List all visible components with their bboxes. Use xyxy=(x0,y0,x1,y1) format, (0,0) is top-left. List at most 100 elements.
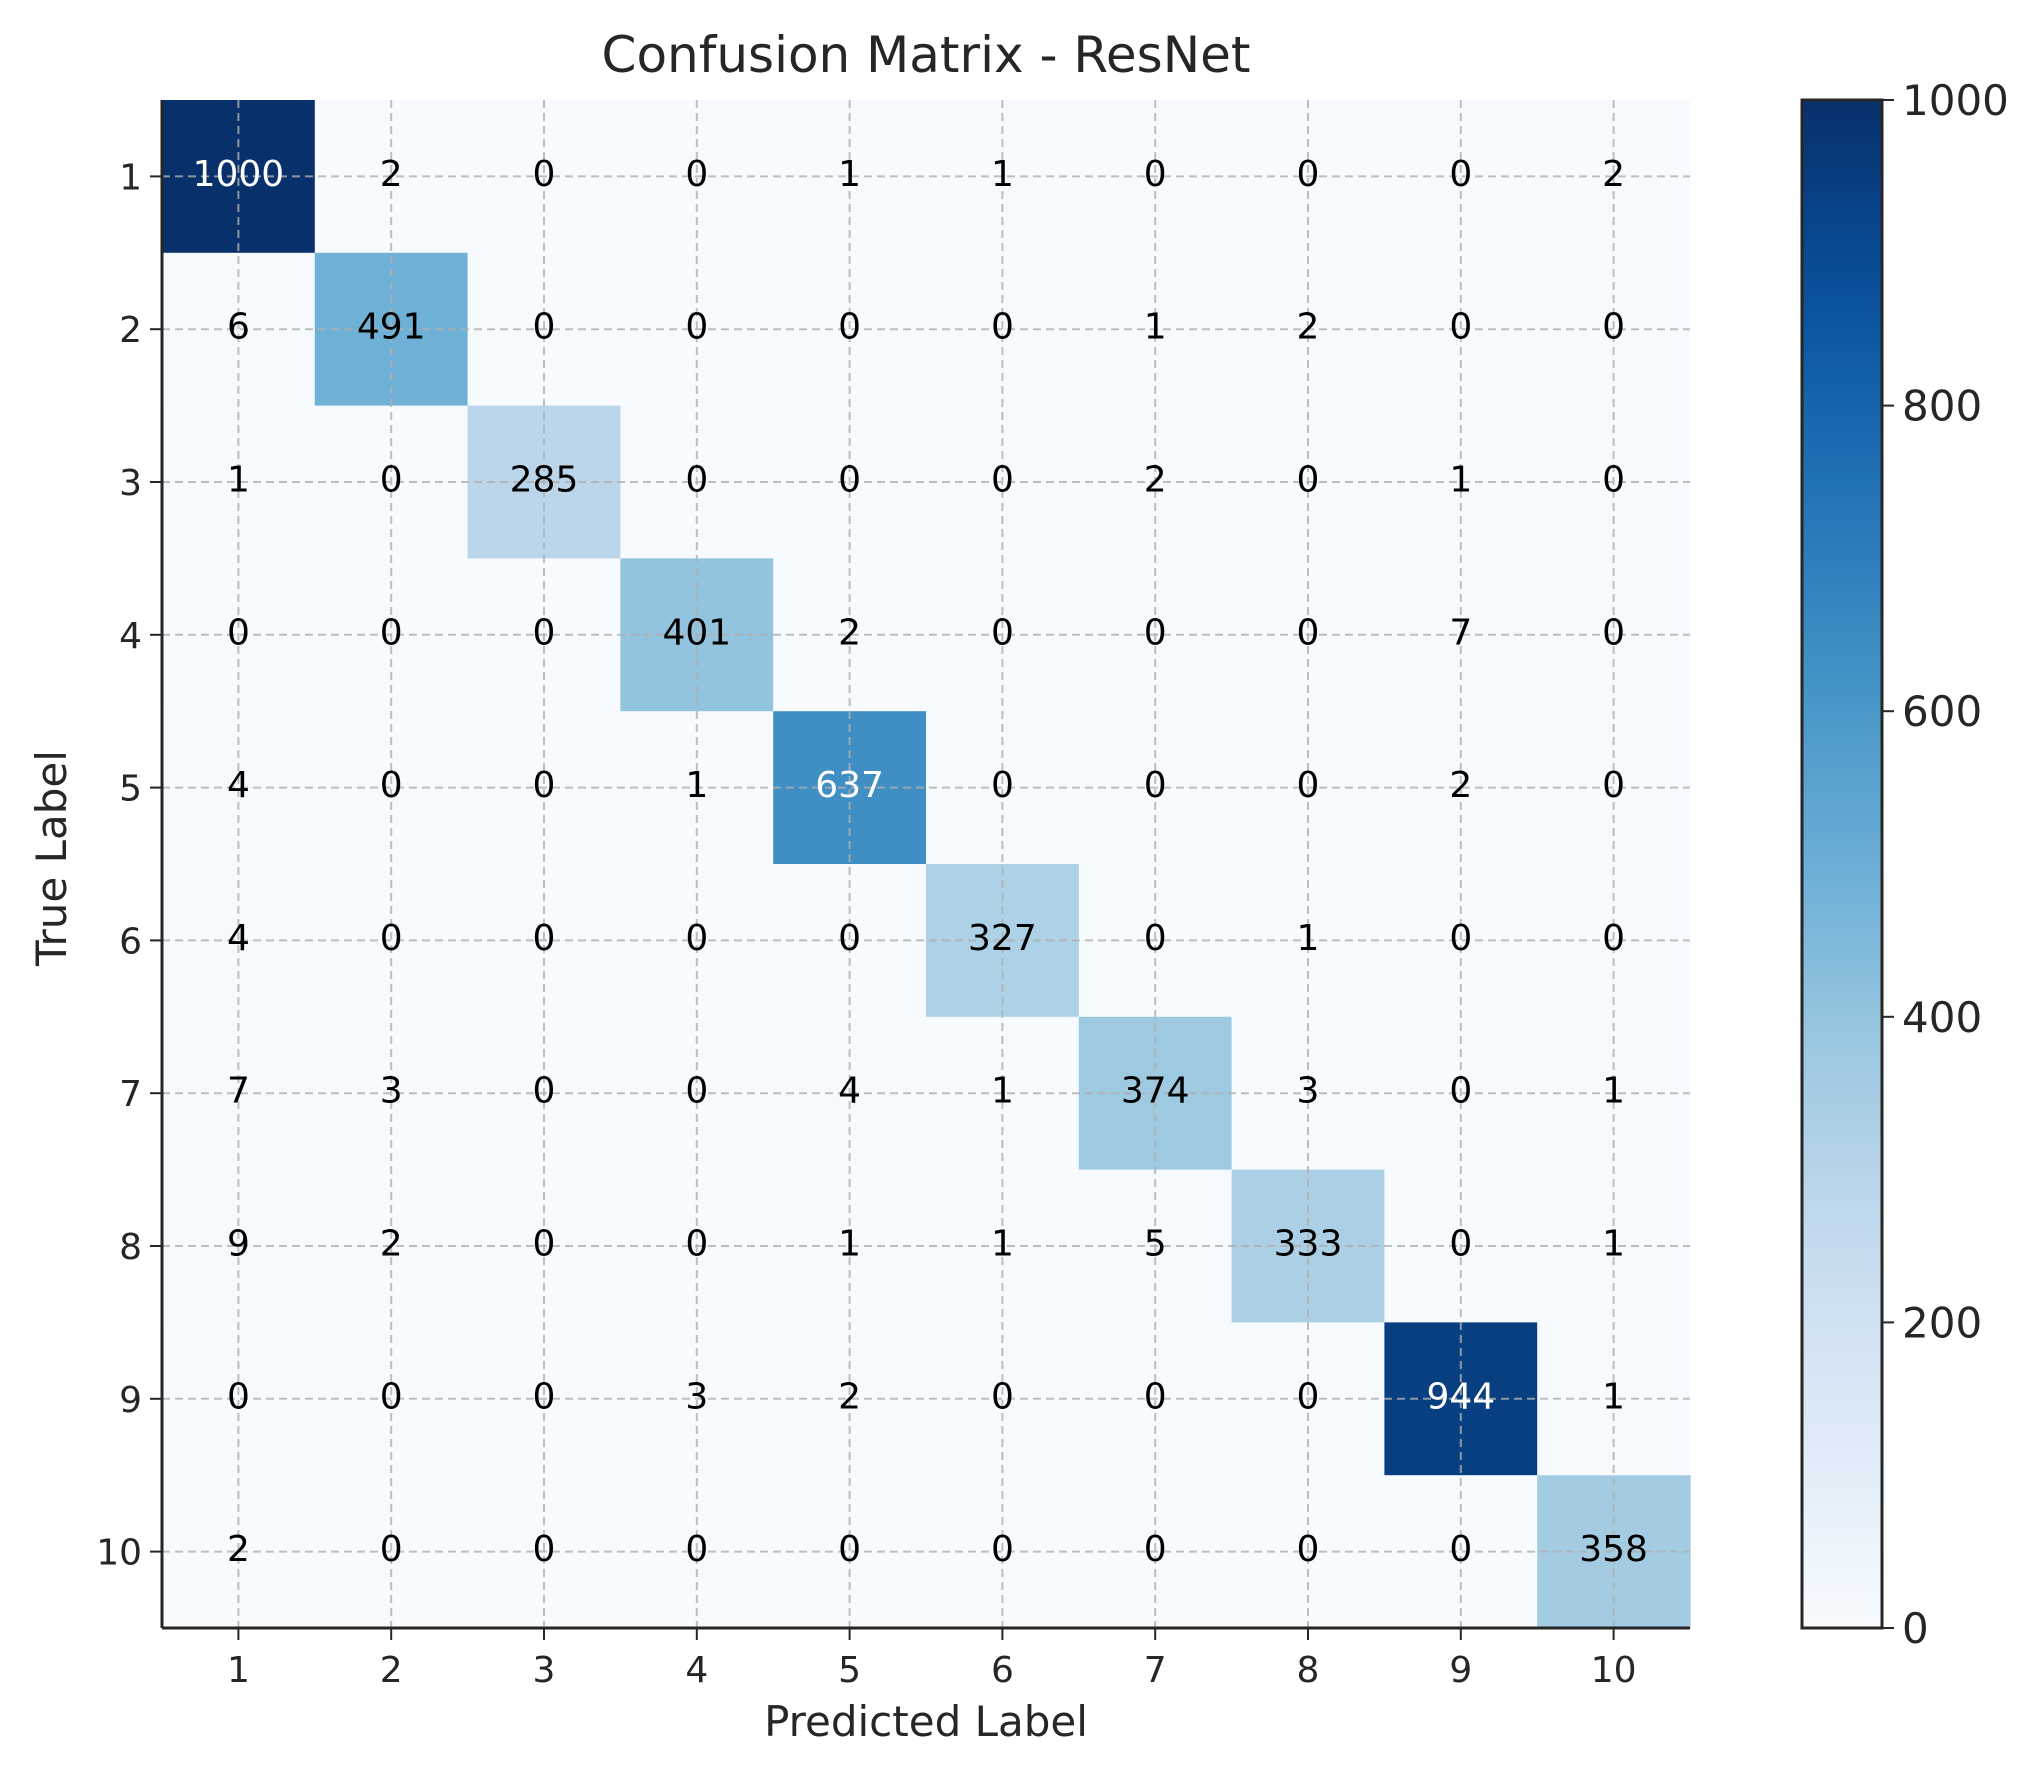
y-tick-label: 6 xyxy=(119,921,142,962)
cell-value-label: 1 xyxy=(1602,1071,1625,1112)
cell-value-label: 0 xyxy=(227,612,250,653)
cell-value-label: 2 xyxy=(1449,765,1472,806)
cell-value-label: 401 xyxy=(662,612,731,653)
cell-value-label: 3 xyxy=(380,1071,403,1112)
cell-value-label: 1000 xyxy=(193,154,285,195)
cell-value-label: 3 xyxy=(1297,1071,1320,1112)
colorbar-tick-label: 1000 xyxy=(1902,76,2009,125)
colorbar-gradient xyxy=(1800,98,1884,1630)
y-tick-label: 5 xyxy=(119,769,142,810)
cell-value-label: 0 xyxy=(380,1376,403,1417)
cell-value-label: 637 xyxy=(815,765,884,806)
cell-value-label: 0 xyxy=(533,918,556,959)
x-tick-label: 2 xyxy=(380,1650,403,1691)
heatmap-cell xyxy=(162,711,316,865)
x-tick-label: 3 xyxy=(533,1650,556,1691)
cell-value-label: 0 xyxy=(1144,1376,1167,1417)
cell-value-label: 0 xyxy=(1144,154,1167,195)
cell-value-label: 0 xyxy=(991,1376,1014,1417)
cell-value-label: 0 xyxy=(1297,765,1320,806)
cell-value-label: 2 xyxy=(838,1376,861,1417)
cell-value-label: 2 xyxy=(838,612,861,653)
y-tick-label: 8 xyxy=(119,1227,142,1268)
cell-value-label: 0 xyxy=(838,460,861,501)
cell-value-label: 0 xyxy=(1297,1376,1320,1417)
y-tick-label: 7 xyxy=(119,1074,142,1115)
heatmap-cell xyxy=(1537,100,1691,254)
cell-value-label: 0 xyxy=(838,918,861,959)
cell-value-label: 4 xyxy=(838,1071,861,1112)
cell-value-label: 333 xyxy=(1274,1224,1343,1265)
cell-value-label: 0 xyxy=(1297,1529,1320,1570)
cell-value-label: 0 xyxy=(1449,1529,1472,1570)
cell-value-label: 4 xyxy=(227,765,250,806)
cell-value-label: 0 xyxy=(1144,612,1167,653)
chart-title: Confusion Matrix - ResNet xyxy=(602,26,1251,84)
x-tick-label: 7 xyxy=(1144,1650,1167,1691)
cell-value-label: 0 xyxy=(380,1529,403,1570)
cell-value-label: 2 xyxy=(1602,154,1625,195)
x-tick-label: 1 xyxy=(227,1650,250,1691)
cell-value-label: 7 xyxy=(1449,612,1472,653)
cell-value-label: 0 xyxy=(1297,154,1320,195)
gridlines xyxy=(162,100,1690,1628)
cell-value-label: 0 xyxy=(533,1529,556,1570)
cell-value-label: 1 xyxy=(1449,460,1472,501)
cell-value-label: 0 xyxy=(1297,612,1320,653)
cell-value-label: 0 xyxy=(1449,918,1472,959)
cell-value-label: 0 xyxy=(685,1529,708,1570)
cell-value-label: 0 xyxy=(1449,154,1472,195)
cell-value-label: 0 xyxy=(685,460,708,501)
cell-value-label: 0 xyxy=(533,612,556,653)
cell-value-label: 1 xyxy=(1602,1376,1625,1417)
cell-value-label: 0 xyxy=(533,1376,556,1417)
x-tick-label: 4 xyxy=(685,1650,708,1691)
heatmap-cell xyxy=(773,100,927,254)
cell-value-label: 0 xyxy=(991,307,1014,348)
colorbar-tick-label: 400 xyxy=(1902,993,1982,1042)
y-tick-label: 10 xyxy=(96,1533,142,1574)
cell-value-label: 7 xyxy=(227,1071,250,1112)
cell-value-label: 0 xyxy=(380,918,403,959)
cell-value-label: 1 xyxy=(991,154,1014,195)
cell-value-label: 285 xyxy=(510,460,579,501)
cell-value-label: 0 xyxy=(533,154,556,195)
heatmap-cell xyxy=(1537,1322,1691,1476)
cell-value-label: 2 xyxy=(380,154,403,195)
heatmap-cell xyxy=(773,711,927,865)
cell-value-label: 0 xyxy=(991,765,1014,806)
cell-value-label: 358 xyxy=(1579,1529,1648,1570)
cell-value-label: 1 xyxy=(991,1071,1014,1112)
colorbar-tick-label: 800 xyxy=(1902,382,1982,431)
cell-value-label: 0 xyxy=(1144,1529,1167,1570)
y-tick-label: 2 xyxy=(119,310,142,351)
cell-value-label: 1 xyxy=(1297,918,1320,959)
y-tick-label: 9 xyxy=(119,1380,142,1421)
x-tick-label: 8 xyxy=(1297,1650,1320,1691)
y-tick-label: 4 xyxy=(119,616,142,657)
cell-value-label: 0 xyxy=(533,765,556,806)
cell-value-label: 0 xyxy=(533,1071,556,1112)
colorbar-tick-label: 600 xyxy=(1902,687,1982,736)
x-tick-label: 5 xyxy=(838,1650,861,1691)
cell-value-label: 1 xyxy=(838,154,861,195)
cell-value-label: 0 xyxy=(991,612,1014,653)
cell-value-label: 0 xyxy=(533,1224,556,1265)
cell-value-label: 327 xyxy=(968,918,1037,959)
heatmap-cell xyxy=(1384,1475,1538,1629)
cell-value-label: 9 xyxy=(227,1224,250,1265)
cell-value-label: 2 xyxy=(1297,307,1320,348)
cell-value-label: 0 xyxy=(1602,918,1625,959)
heatmap-cell xyxy=(162,1322,316,1476)
cell-value-label: 0 xyxy=(380,460,403,501)
cell-value-label: 1 xyxy=(1144,307,1167,348)
cell-value-label: 491 xyxy=(357,307,426,348)
cell-value-label: 0 xyxy=(1144,765,1167,806)
cell-value-label: 0 xyxy=(380,765,403,806)
cell-value-label: 2 xyxy=(227,1529,250,1570)
y-tick-label: 1 xyxy=(119,157,142,198)
x-tick-label: 10 xyxy=(1591,1650,1637,1691)
